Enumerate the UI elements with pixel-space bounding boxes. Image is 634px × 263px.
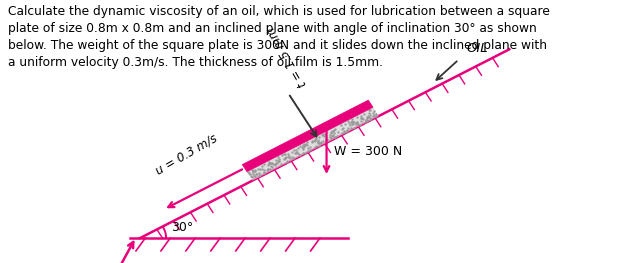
Polygon shape — [242, 100, 373, 172]
Text: t = 1.5 mm: t = 1.5 mm — [264, 24, 309, 89]
Text: u = 0.3 m/s: u = 0.3 m/s — [153, 132, 219, 177]
Text: W = 300 N: W = 300 N — [334, 145, 403, 158]
Text: 30°: 30° — [171, 221, 193, 234]
Text: OIL: OIL — [467, 42, 488, 55]
Text: Calculate the dynamic viscosity of an oil, which is used for lubrication between: Calculate the dynamic viscosity of an oi… — [8, 5, 550, 69]
Polygon shape — [247, 107, 378, 180]
